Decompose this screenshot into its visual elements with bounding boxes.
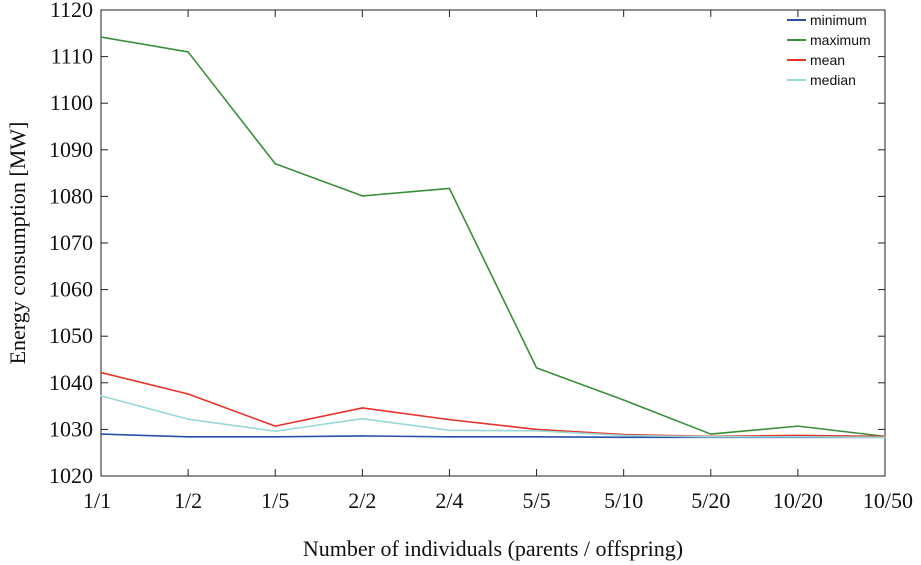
- data-point-maximum: [274, 162, 277, 165]
- data-point-mean: [274, 425, 277, 427]
- y-tick-label: 1050: [49, 323, 93, 348]
- data-point-minimum: [187, 436, 189, 438]
- data-point-minimum: [274, 436, 277, 438]
- data-point-maximum: [797, 425, 799, 427]
- series-line-mean: [100, 371, 886, 438]
- data-point-median: [622, 434, 625, 437]
- legend-label-mean: mean: [810, 52, 845, 68]
- legend-label-maximum: maximum: [810, 32, 871, 48]
- data-point-maximum: [100, 36, 102, 38]
- data-point-median: [884, 436, 886, 439]
- data-point-mean: [187, 393, 189, 395]
- data-point-median: [187, 418, 189, 420]
- data-point-mean: [361, 407, 364, 409]
- x-tick-label: 2/4: [435, 488, 463, 513]
- y-tick-label: 1030: [49, 416, 93, 441]
- x-axis-label: Number of individuals (parents / offspri…: [303, 536, 683, 561]
- data-point-maximum: [187, 51, 189, 53]
- series-lines: [100, 36, 886, 439]
- data-point-minimum: [448, 436, 451, 438]
- y-tick-label: 1060: [49, 277, 93, 302]
- data-point-median: [535, 429, 538, 432]
- data-point-maximum: [361, 195, 364, 197]
- data-point-minimum: [535, 436, 538, 438]
- x-tick-label: 1/1: [83, 488, 111, 513]
- data-point-mean: [448, 418, 451, 421]
- y-tick-label: 1080: [49, 183, 93, 208]
- data-point-median: [709, 436, 712, 438]
- y-tick-label: 1070: [49, 230, 93, 255]
- data-point-minimum: [361, 435, 364, 437]
- y-tick-label: 1020: [49, 463, 93, 488]
- data-point-median: [100, 395, 102, 397]
- data-point-maximum: [622, 399, 625, 401]
- data-point-maximum: [709, 433, 712, 435]
- legend-label-minimum: minimum: [810, 12, 867, 28]
- x-tick-label: 5/10: [604, 488, 643, 513]
- series-line-median: [100, 395, 886, 439]
- series-line-maximum: [100, 36, 886, 438]
- data-point-median: [274, 430, 277, 433]
- x-tick-label: 10/20: [773, 488, 823, 513]
- x-tick-label: 5/5: [522, 488, 550, 513]
- data-point-mean: [535, 428, 538, 431]
- plot-frame: [100, 9, 886, 477]
- data-point-maximum: [535, 367, 538, 369]
- data-point-mean: [100, 371, 102, 374]
- x-axis: 1/1 1/2 1/5 2/2 2/4 5/5 5/10 5/20 10/20 10/50: [83, 10, 913, 513]
- y-tick-label: 1040: [49, 370, 93, 395]
- data-point-mean: [797, 434, 799, 437]
- y-axis-label: Energy consumption [MW]: [5, 122, 30, 365]
- data-point-minimum: [100, 433, 102, 435]
- data-point-maximum: [448, 187, 451, 190]
- data-point-median: [361, 417, 364, 420]
- legend-label-median: median: [810, 72, 856, 88]
- y-tick-label: 1110: [51, 44, 93, 69]
- x-tick-label: 1/5: [261, 488, 289, 513]
- legend: minimum maximum mean median: [787, 12, 871, 88]
- x-tick-label: 5/20: [691, 488, 730, 513]
- y-tick-label: 1100: [50, 90, 93, 115]
- x-tick-label: 2/2: [348, 488, 376, 513]
- x-tick-label: 10/50: [863, 488, 913, 513]
- data-point-median: [797, 436, 799, 438]
- data-point-minimum: [622, 436, 625, 439]
- data-point-median: [448, 429, 451, 432]
- x-tick-label: 1/2: [174, 488, 202, 513]
- y-axis: 1020 1030 1040 1050 1060 1070 1080 1090 1100 1110…: [49, 0, 885, 488]
- y-tick-label: 1090: [49, 137, 93, 162]
- y-tick-label: 1120: [50, 0, 93, 22]
